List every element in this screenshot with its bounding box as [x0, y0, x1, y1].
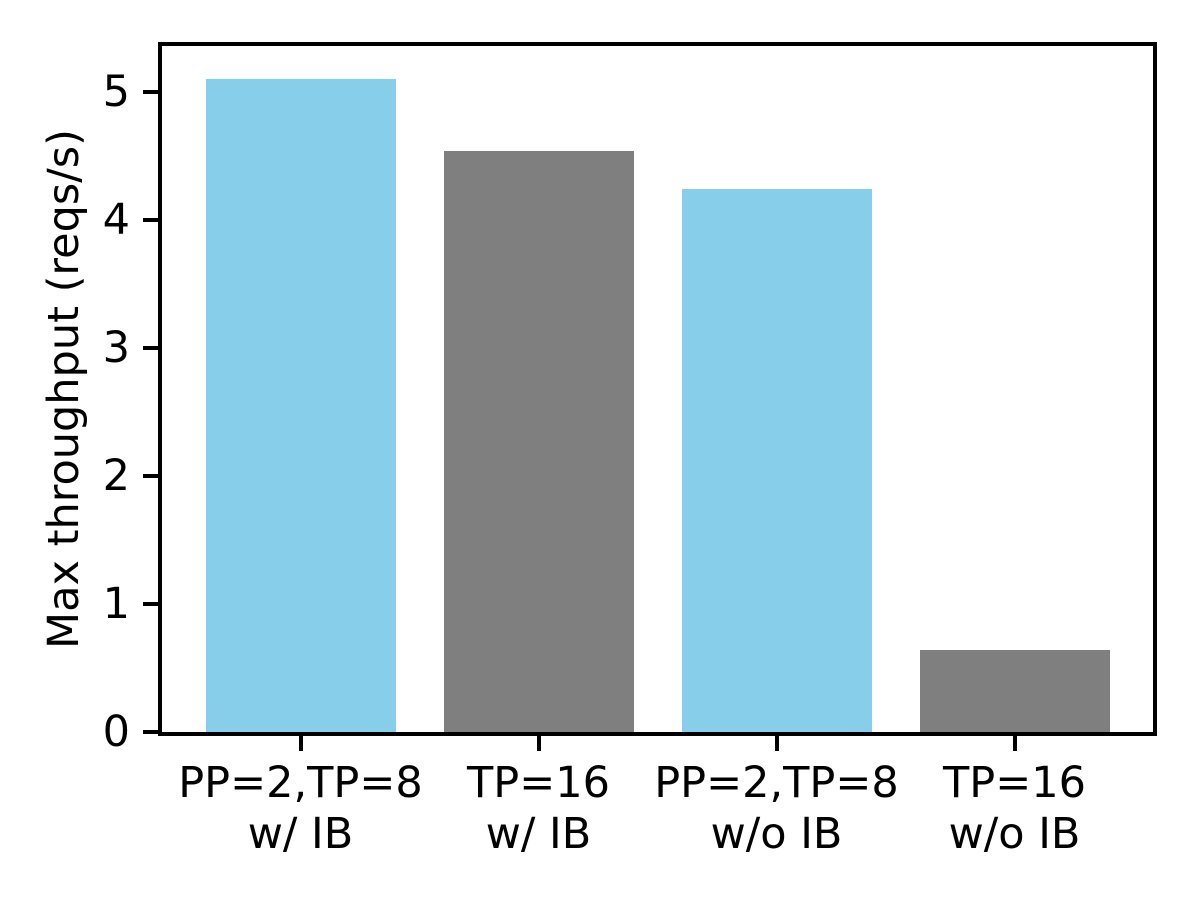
y-tick-mark-3 [143, 346, 158, 351]
x-tick-label-line2: w/o IB [948, 809, 1081, 859]
x-tick-mark-3 [1012, 736, 1017, 751]
x-tick-label-line1: TP=16 [943, 758, 1086, 808]
y-tick-label-0: 0 [102, 707, 130, 757]
y-tick-label-1: 1 [102, 579, 130, 629]
bar-2 [681, 189, 872, 732]
bar-1 [443, 150, 634, 732]
x-tick-label-line2: w/ IB [485, 809, 592, 859]
x-tick-label-1: TP=16 w/ IB [369, 758, 709, 860]
x-tick-label-line1: TP=16 [467, 758, 610, 808]
x-tick-label-3: TP=16 w/o IB [845, 758, 1185, 860]
x-tick-label-0: PP=2,TP=8 w/ IB [131, 758, 471, 860]
x-tick-label-line1: PP=2,TP=8 [654, 758, 899, 808]
y-tick-label-3: 3 [102, 323, 130, 374]
x-tick-label-line1: PP=2,TP=8 [178, 758, 423, 808]
y-tick-mark-1 [143, 602, 158, 606]
x-tick-label-2: PP=2,TP=8 w/o IB [607, 758, 947, 860]
y-tick-mark-5 [143, 90, 158, 95]
y-tick-mark-0 [143, 730, 158, 734]
y-tick-label-4: 4 [102, 195, 130, 246]
y-tick-mark-4 [143, 218, 158, 223]
y-tick-mark-2 [143, 474, 158, 479]
x-tick-label-line2: w/ IB [247, 809, 354, 859]
y-tick-label-5: 5 [102, 67, 130, 118]
y-tick-label-2: 2 [102, 451, 130, 502]
bar-3 [919, 650, 1110, 732]
x-tick-mark-1 [536, 736, 541, 751]
x-tick-mark-2 [774, 736, 779, 751]
x-tick-mark-0 [298, 736, 303, 751]
x-tick-label-line2: w/o IB [710, 809, 843, 859]
bar-0 [205, 79, 396, 732]
